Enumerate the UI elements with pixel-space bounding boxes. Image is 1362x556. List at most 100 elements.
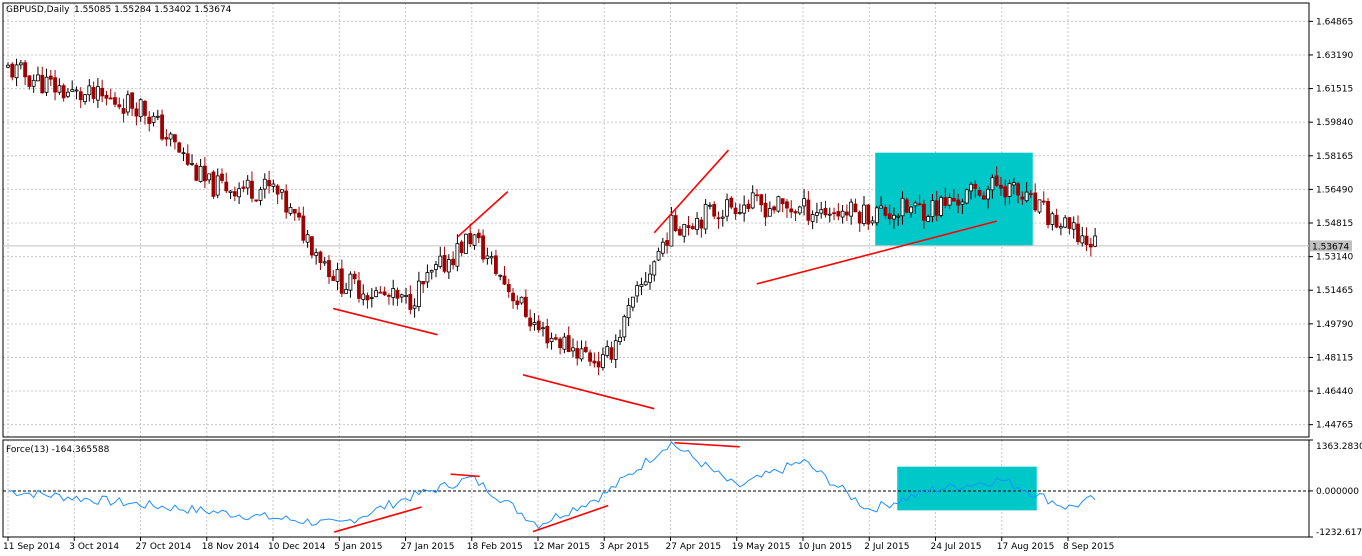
candle-body <box>352 273 357 280</box>
candle-body <box>896 215 901 218</box>
candle-body <box>746 203 751 209</box>
candle-body <box>408 293 413 310</box>
candle-body <box>245 179 250 189</box>
price-tick-label: 1.56490 <box>1316 185 1353 195</box>
candle-body <box>853 203 858 213</box>
candle-body <box>194 164 199 181</box>
candle-body <box>536 320 541 331</box>
candle-body <box>14 64 19 79</box>
force-trendline <box>674 441 740 448</box>
candle-body <box>857 211 862 224</box>
candle-body <box>173 134 177 143</box>
candle-body <box>1054 214 1059 228</box>
candle-body <box>1011 182 1016 186</box>
candle-body <box>772 206 777 211</box>
candle-body <box>108 97 113 100</box>
candle-body <box>630 296 635 308</box>
force-axis: 1363.28309 0.000000 -1232.61789 <box>1309 439 1362 538</box>
price-tick-label: 1.49790 <box>1316 320 1353 330</box>
price-tick-label: 1.46440 <box>1316 387 1353 397</box>
candle-body <box>143 100 147 116</box>
candle-body <box>523 296 528 317</box>
candle-body <box>288 206 293 214</box>
candle-body <box>686 225 691 228</box>
price-tick-label: 1.58165 <box>1316 152 1353 162</box>
candle-body <box>866 204 871 225</box>
time-tick-label: 27 Apr 2015 <box>666 542 722 552</box>
candle-body <box>1067 217 1072 229</box>
candle-body <box>181 152 186 155</box>
candle-body <box>395 289 400 299</box>
candle-body <box>399 294 404 298</box>
candle-body <box>515 300 520 306</box>
time-tick-label: 18 Feb 2015 <box>467 542 523 552</box>
candle-body <box>887 213 892 220</box>
candle-body <box>922 203 926 221</box>
candle-body <box>566 335 571 353</box>
candle-body <box>759 194 764 206</box>
current-price-badge <box>1310 240 1352 252</box>
force-index-panel[interactable]: Force(13) -164.365588 <box>2 439 1310 538</box>
candle-body <box>579 348 584 360</box>
candle-body <box>755 194 759 197</box>
candle-body <box>130 92 135 109</box>
candle-body <box>605 346 610 356</box>
candle-body <box>990 177 995 191</box>
candle-body <box>810 214 815 222</box>
candle-body <box>994 175 999 186</box>
candle-body <box>412 305 417 309</box>
candle-body <box>74 89 79 92</box>
trendline <box>756 220 997 285</box>
candle-body <box>904 199 909 213</box>
candle-body <box>926 216 931 222</box>
candle-body <box>1050 213 1055 225</box>
candle-body <box>95 86 100 101</box>
candle-body <box>583 346 588 353</box>
candle-body <box>455 243 460 267</box>
candle-body <box>618 336 622 342</box>
price-tick-label: 1.59840 <box>1316 118 1353 128</box>
time-tick-label: 8 Sep 2015 <box>1063 542 1114 552</box>
candle-body <box>763 202 768 218</box>
candle-body <box>776 196 781 212</box>
candle-body <box>1037 199 1042 213</box>
trendline <box>522 374 655 410</box>
candle-body <box>155 115 160 118</box>
candle-body <box>378 291 383 294</box>
candle-body <box>819 209 824 214</box>
candle-body <box>1029 193 1033 196</box>
trendline <box>653 149 730 234</box>
candle-body <box>339 268 344 294</box>
candle-body <box>211 171 216 197</box>
candle-body <box>815 212 819 216</box>
candle-body <box>113 97 117 105</box>
force-trendline <box>334 506 422 533</box>
time-tick-label: 11 Sep 2014 <box>3 542 60 552</box>
candle-body <box>862 204 866 225</box>
candle-body <box>960 201 965 205</box>
candle-body <box>643 281 648 286</box>
time-tick-label: 12 Mar 2015 <box>533 542 590 552</box>
candle-body <box>185 153 190 165</box>
candle-body <box>164 137 169 140</box>
main-grid <box>3 3 1309 437</box>
candle-body <box>596 361 601 368</box>
candle-body <box>425 272 430 283</box>
candle-body <box>160 114 164 140</box>
candle-body <box>104 94 109 99</box>
force-trendlines <box>334 441 740 533</box>
candle-body <box>690 226 695 230</box>
candle-body <box>121 108 126 114</box>
candle-body <box>823 207 828 216</box>
candle-body <box>981 195 986 200</box>
candle-body <box>10 63 15 78</box>
price-tick-label: 1.61515 <box>1316 85 1353 95</box>
candle-body <box>365 295 370 301</box>
candle-body <box>481 235 485 260</box>
candle-body <box>485 255 490 260</box>
price-panel[interactable]: GBPUSD,Daily 1.55085 1.55284 1.53402 1.5… <box>2 2 1310 438</box>
candle-body <box>977 189 982 196</box>
candle-body <box>494 255 498 274</box>
